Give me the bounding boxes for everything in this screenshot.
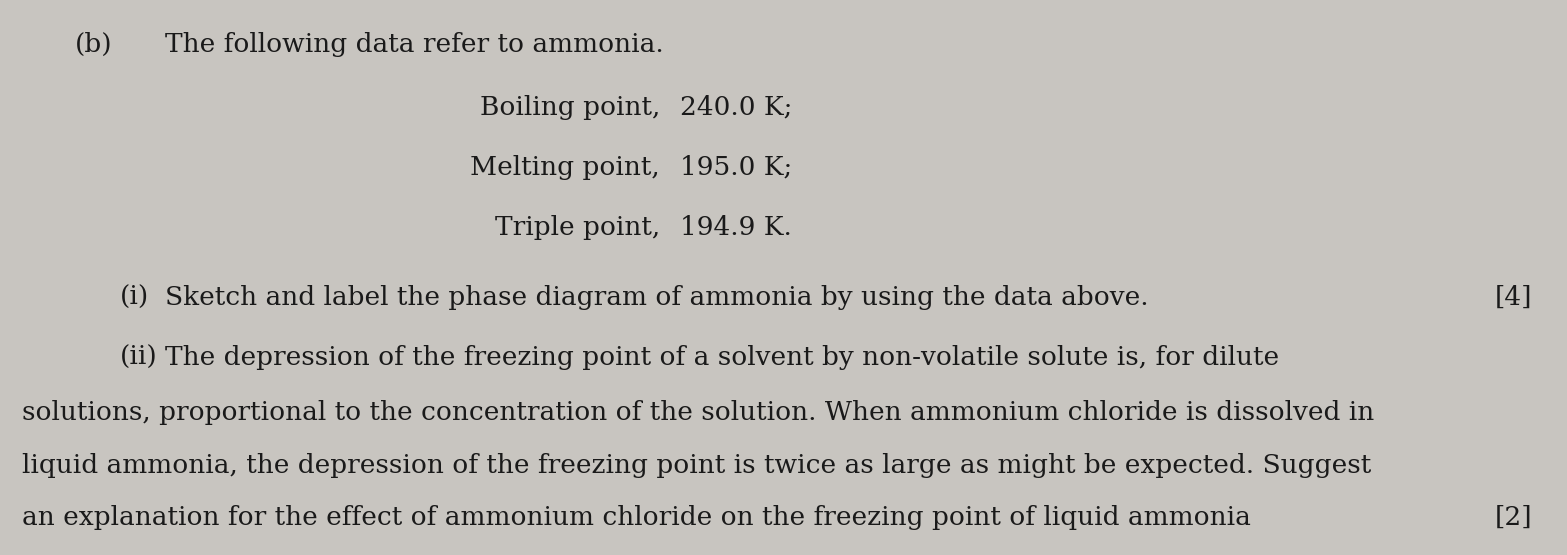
- Text: (i): (i): [121, 285, 149, 310]
- Text: The following data refer to ammonia.: The following data refer to ammonia.: [165, 32, 664, 57]
- Text: Sketch and label the phase diagram of ammonia by using the data above.: Sketch and label the phase diagram of am…: [165, 285, 1149, 310]
- Text: (b): (b): [75, 32, 113, 57]
- Text: [2]: [2]: [1495, 505, 1533, 530]
- Text: The depression of the freezing point of a solvent by non-volatile solute is, for: The depression of the freezing point of …: [165, 345, 1279, 370]
- Text: an explanation for the effect of ammonium chloride on the freezing point of liqu: an explanation for the effect of ammoniu…: [22, 505, 1250, 530]
- Text: 194.9 K.: 194.9 K.: [680, 215, 791, 240]
- Text: 240.0 K;: 240.0 K;: [680, 95, 793, 120]
- Text: Melting point,: Melting point,: [470, 155, 660, 180]
- Text: Boiling point,: Boiling point,: [480, 95, 660, 120]
- Text: 195.0 K;: 195.0 K;: [680, 155, 793, 180]
- Text: liquid ammonia, the depression of the freezing point is twice as large as might : liquid ammonia, the depression of the fr…: [22, 453, 1371, 478]
- Text: (ii): (ii): [121, 345, 158, 370]
- Text: Triple point,: Triple point,: [495, 215, 660, 240]
- Text: [4]: [4]: [1495, 285, 1533, 310]
- Text: solutions, proportional to the concentration of the solution. When ammonium chlo: solutions, proportional to the concentra…: [22, 400, 1374, 425]
